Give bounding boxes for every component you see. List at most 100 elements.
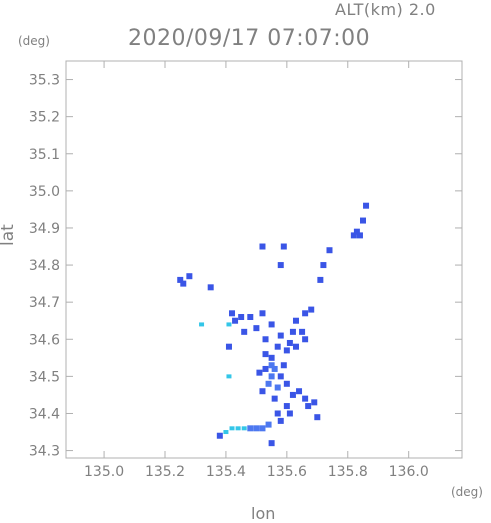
echo-cell <box>259 425 266 432</box>
echo-cell <box>289 391 296 398</box>
echo-cell <box>317 276 324 283</box>
echo-cell <box>262 365 269 372</box>
y-axis-ticks: 34.3 34.4 34.5 34.6 34.7 34.8 34.9 35.0 35.1 35.2… <box>29 73 462 460</box>
echo-cell <box>268 373 275 380</box>
x-tick-label: 135.4 <box>206 464 246 480</box>
echo-cell <box>314 414 321 421</box>
echo-cell <box>356 232 363 239</box>
y-tick-label: 34.4 <box>29 406 60 422</box>
echo-cell <box>292 343 299 350</box>
echo-cell <box>262 351 269 358</box>
echo-cell <box>274 410 281 417</box>
echo-cell <box>199 322 205 327</box>
echo-cell <box>241 328 248 335</box>
echo-cell <box>277 417 284 424</box>
y-tick-label: 35.0 <box>29 184 60 200</box>
x-axis-unit: (deg) <box>451 485 483 499</box>
echo-cell <box>302 336 309 343</box>
echo-cell <box>283 380 290 387</box>
echo-cell <box>259 310 266 317</box>
echo-cell <box>353 228 360 235</box>
echo-cell <box>280 243 287 250</box>
y-tick-label: 34.5 <box>29 369 60 385</box>
echo-cell <box>268 321 275 328</box>
echo-cell <box>256 369 263 376</box>
echo-cell <box>280 362 287 369</box>
echo-cell <box>229 426 235 431</box>
chart-timestamp: 2020/09/17 07:07:00 <box>128 26 371 51</box>
echo-cell <box>253 425 260 432</box>
echo-cell <box>286 410 293 417</box>
echo-cell <box>299 328 306 335</box>
echo-cell <box>274 343 281 350</box>
echo-cell <box>223 430 229 435</box>
echo-cell <box>308 306 315 313</box>
echo-cell <box>268 362 275 369</box>
echo-cell <box>305 403 312 410</box>
echo-cell <box>268 354 275 361</box>
echo-cell <box>302 395 309 402</box>
echo-cell <box>259 243 266 250</box>
echo-cell <box>247 314 254 321</box>
x-tick-label: 136.0 <box>389 464 429 480</box>
echo-cell <box>226 374 232 379</box>
y-tick-label: 34.6 <box>29 332 60 348</box>
x-tick-label: 135.0 <box>84 464 124 480</box>
echo-cell <box>265 421 272 428</box>
y-tick-label: 34.9 <box>29 221 60 237</box>
echo-cell <box>225 343 232 350</box>
echo-cell <box>268 440 275 447</box>
x-axis-ticks: 135.0 135.2 135.4 135.6 135.8 136.0 <box>84 61 429 480</box>
echo-cell <box>292 317 299 324</box>
plot-frame <box>65 60 463 459</box>
y-axis-unit: (deg) <box>18 34 50 48</box>
echo-cell <box>226 322 232 327</box>
echo-cell <box>232 317 239 324</box>
echo-cell <box>229 310 236 317</box>
echo-cell <box>296 388 303 395</box>
x-axis-label: lon <box>251 504 276 523</box>
x-tick-label: 135.6 <box>267 464 307 480</box>
echo-cell <box>350 232 357 239</box>
y-tick-label: 35.2 <box>29 110 60 126</box>
echo-cell <box>241 426 247 431</box>
y-tick-label: 35.1 <box>29 147 60 163</box>
x-tick-label: 135.2 <box>145 464 185 480</box>
echo-cells <box>177 202 370 447</box>
echo-cell <box>238 314 245 321</box>
echo-cell <box>302 310 309 317</box>
y-tick-label: 34.3 <box>29 444 60 460</box>
echo-cell <box>283 403 290 410</box>
echo-cell <box>271 365 278 372</box>
echo-cell <box>271 395 278 402</box>
echo-cell <box>207 284 214 291</box>
echo-cell <box>265 380 272 387</box>
echo-cell <box>277 373 284 380</box>
echo-cell <box>235 426 241 431</box>
echo-cell <box>186 273 193 280</box>
altitude-label: ALT(km) 2.0 <box>335 0 436 19</box>
echo-cell <box>283 347 290 354</box>
y-tick-label: 34.7 <box>29 295 60 311</box>
echo-cell <box>289 328 296 335</box>
echo-cell <box>253 325 260 332</box>
echo-cell <box>247 425 254 432</box>
y-tick-label: 35.3 <box>29 73 60 89</box>
echo-cell <box>262 336 269 343</box>
echo-cell <box>277 262 284 269</box>
echo-cell <box>177 276 184 283</box>
echo-cell <box>180 280 187 287</box>
echo-cell <box>311 399 318 406</box>
y-tick-label: 34.8 <box>29 258 60 274</box>
echo-cell <box>216 432 223 439</box>
echo-cell <box>259 388 266 395</box>
echo-cell <box>277 332 284 339</box>
echo-cell <box>274 384 281 391</box>
echo-cell <box>320 262 327 269</box>
echo-cell <box>286 339 293 346</box>
echo-cell <box>360 217 366 224</box>
echo-cell <box>363 202 370 209</box>
echo-cell <box>326 247 333 254</box>
x-tick-label: 135.8 <box>328 464 368 480</box>
